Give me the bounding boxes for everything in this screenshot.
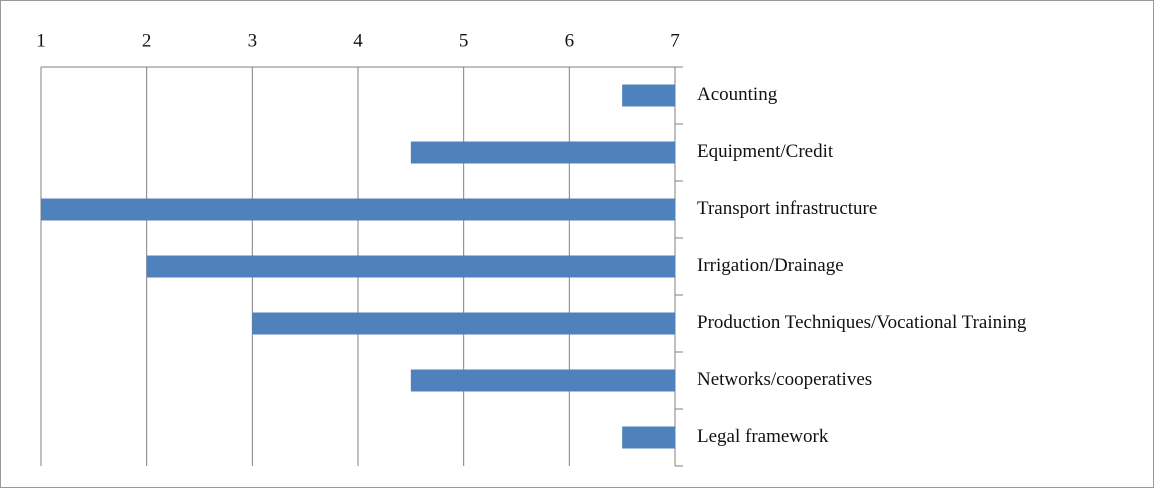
bar bbox=[622, 84, 675, 107]
category-label: Networks/cooperatives bbox=[697, 369, 872, 390]
x-tick-label: 7 bbox=[670, 30, 680, 51]
category-label: Legal framework bbox=[697, 426, 829, 447]
x-tick-label: 2 bbox=[142, 30, 152, 51]
category-label: Acounting bbox=[697, 84, 778, 105]
category-label: Equipment/Credit bbox=[697, 141, 834, 162]
category-label: Production Techniques/Vocational Trainin… bbox=[697, 312, 1027, 333]
bar bbox=[146, 255, 675, 278]
x-tick-label: 1 bbox=[36, 30, 46, 51]
category-label: Irrigation/Drainage bbox=[697, 255, 844, 276]
bar bbox=[252, 312, 676, 335]
category-label: Transport infrastructure bbox=[697, 198, 877, 219]
bar bbox=[622, 426, 675, 449]
bar bbox=[410, 369, 675, 392]
x-tick-label: 4 bbox=[353, 30, 363, 51]
x-tick-label: 5 bbox=[459, 30, 469, 51]
x-tick-label: 3 bbox=[248, 30, 258, 51]
x-tick-label: 6 bbox=[565, 30, 575, 51]
bar bbox=[41, 198, 675, 221]
bar bbox=[410, 141, 675, 164]
